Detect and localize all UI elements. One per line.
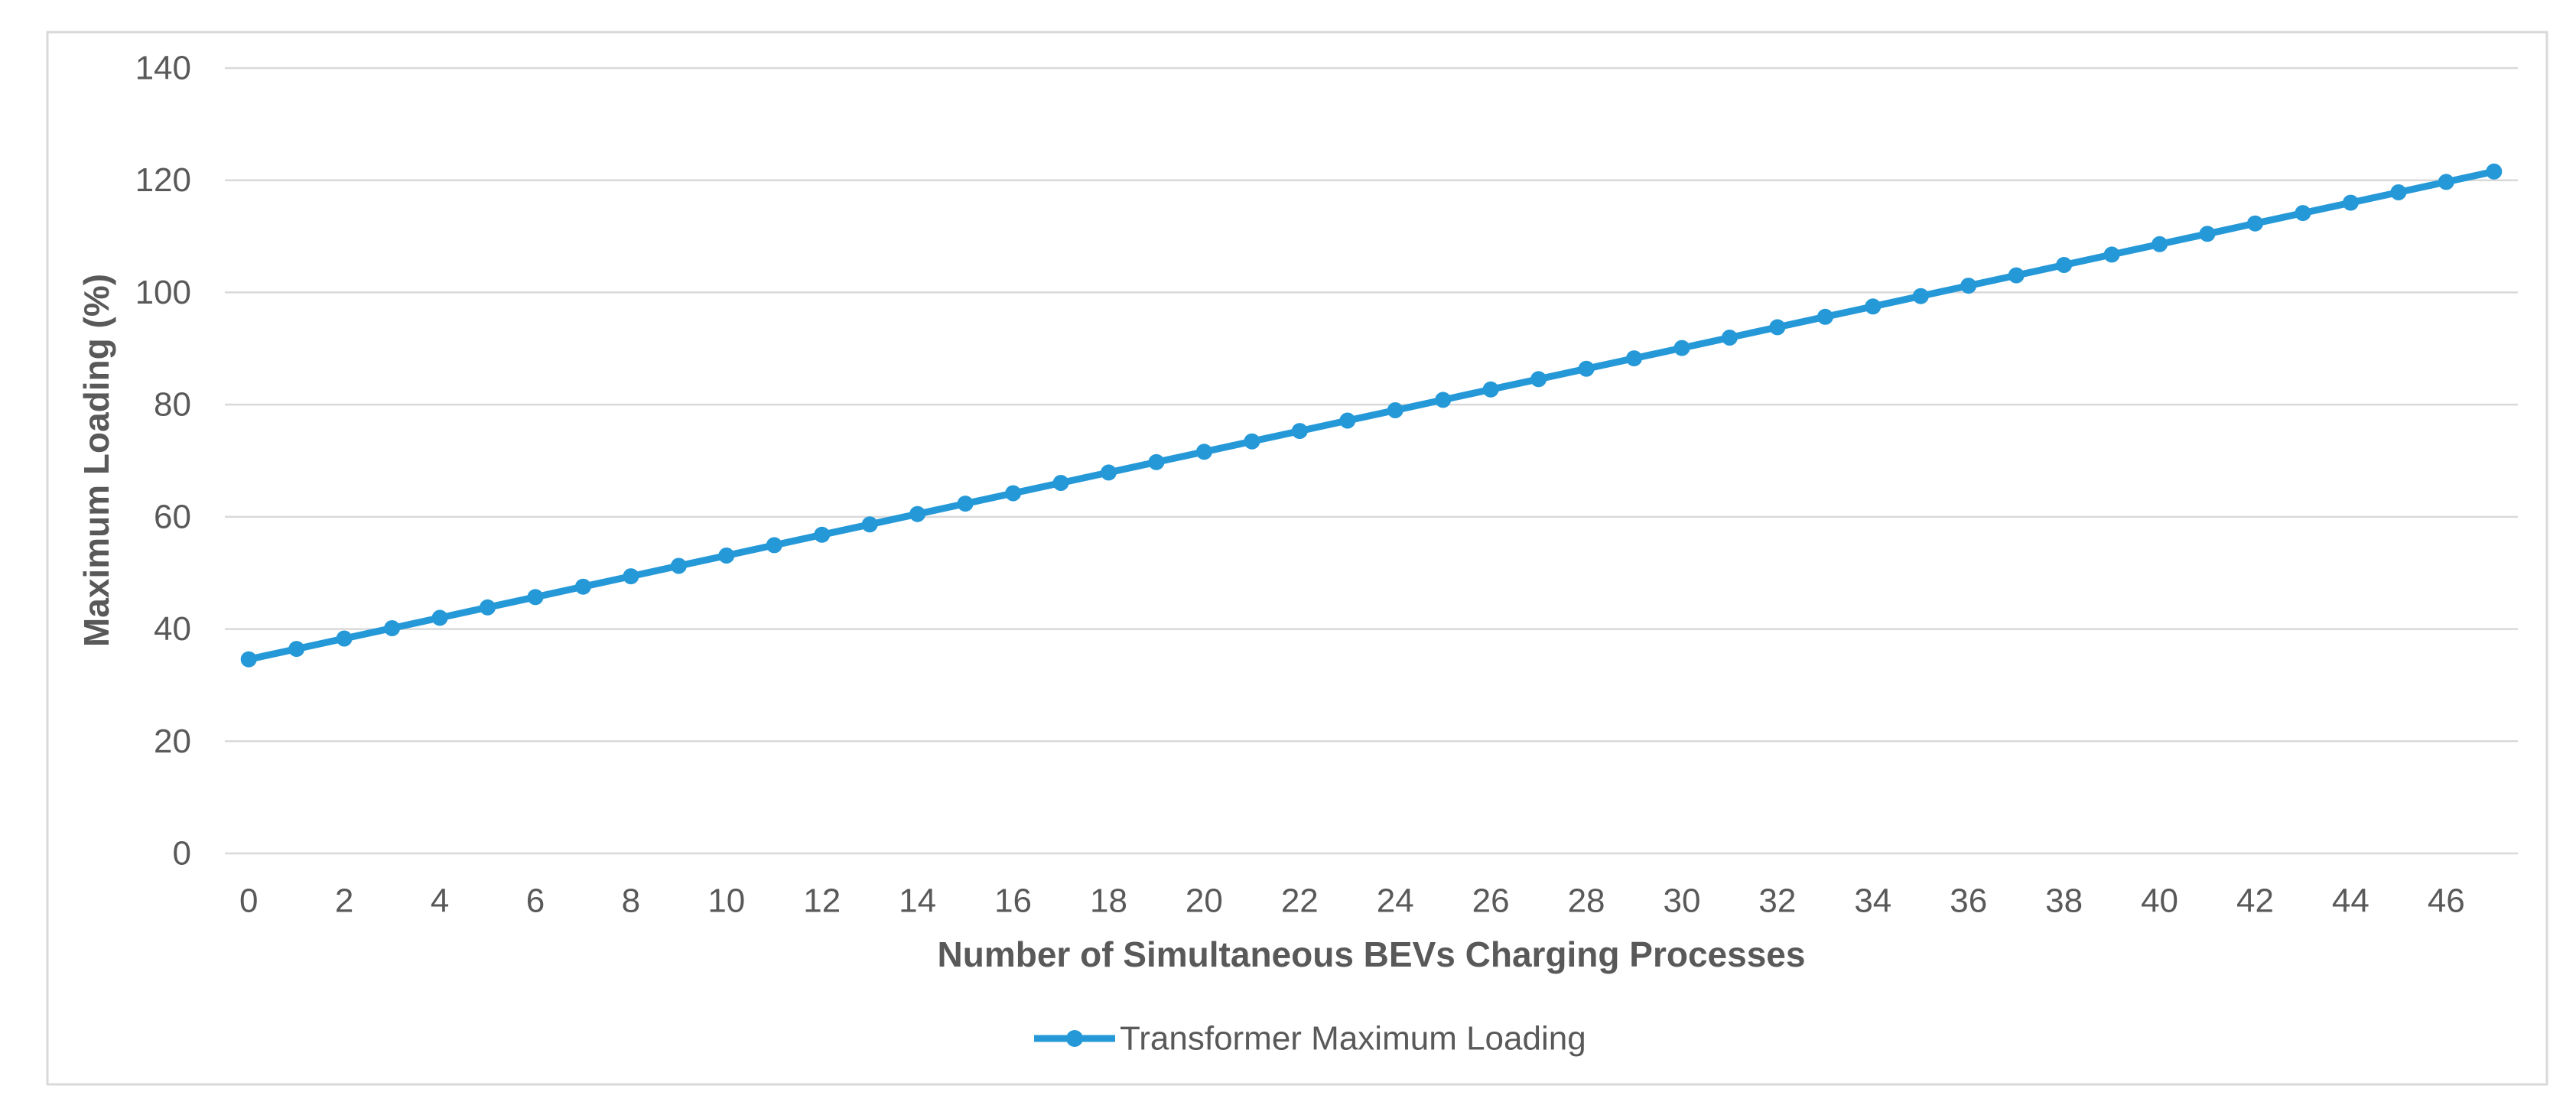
y-tick-label: 40 bbox=[154, 610, 191, 648]
y-tick-label: 140 bbox=[135, 50, 191, 87]
data-point-marker bbox=[957, 496, 974, 512]
data-point-marker bbox=[2056, 257, 2073, 273]
data-point-marker bbox=[623, 568, 639, 585]
data-point-marker bbox=[1626, 350, 1642, 367]
data-point-marker bbox=[480, 599, 496, 616]
data-point-marker bbox=[2295, 205, 2311, 222]
data-point-marker bbox=[2486, 163, 2503, 180]
data-point-marker bbox=[2438, 174, 2454, 190]
chart-area-border bbox=[46, 31, 2548, 1086]
data-point-marker bbox=[814, 526, 831, 543]
data-point-marker bbox=[1769, 319, 1786, 336]
y-tick-label: 100 bbox=[135, 274, 191, 311]
x-tick-label: 12 bbox=[803, 882, 841, 920]
data-point-marker bbox=[2247, 215, 2263, 232]
data-point-marker bbox=[2199, 226, 2216, 242]
data-point-marker bbox=[431, 609, 448, 626]
data-point-marker bbox=[1148, 453, 1165, 470]
x-tick-label: 34 bbox=[1854, 882, 1891, 920]
data-point-marker bbox=[336, 630, 353, 647]
x-tick-label: 44 bbox=[2332, 882, 2369, 920]
data-point-marker bbox=[574, 578, 591, 595]
x-tick-label: 28 bbox=[1568, 882, 1605, 920]
y-tick-label: 60 bbox=[154, 498, 191, 535]
x-tick-label: 22 bbox=[1281, 882, 1319, 920]
x-tick-label: 14 bbox=[899, 882, 936, 920]
data-point-marker bbox=[1482, 381, 1499, 398]
x-tick-label: 46 bbox=[2428, 882, 2465, 920]
data-point-marker bbox=[1721, 330, 1738, 346]
x-tick-label: 4 bbox=[431, 882, 449, 920]
x-tick-label: 10 bbox=[707, 882, 745, 920]
x-tick-label: 16 bbox=[994, 882, 1032, 920]
data-point-marker bbox=[1195, 444, 1212, 460]
data-point-marker bbox=[909, 505, 926, 522]
x-tick-label: 24 bbox=[1377, 882, 1414, 920]
y-axis-title: Maximum Loading (%) bbox=[76, 274, 116, 647]
data-point-marker bbox=[1101, 464, 1117, 481]
data-point-marker bbox=[1291, 423, 1308, 440]
series-group bbox=[240, 163, 2503, 668]
x-tick-label: 40 bbox=[2141, 882, 2178, 920]
series-line bbox=[245, 167, 2498, 663]
x-tick-label: 30 bbox=[1664, 882, 1701, 920]
x-tick-label: 18 bbox=[1090, 882, 1127, 920]
x-axis-title: Number of Simultaneous BEVs Charging Pro… bbox=[938, 934, 1806, 974]
data-point-marker bbox=[1960, 278, 1977, 294]
legend: Transformer Maximum Loading bbox=[1034, 1020, 1586, 1058]
data-point-marker bbox=[718, 548, 735, 564]
data-point-marker bbox=[861, 516, 878, 533]
x-tick-label: 38 bbox=[2045, 882, 2083, 920]
x-tick-label: 0 bbox=[239, 882, 258, 920]
data-point-marker bbox=[670, 557, 687, 574]
data-point-marker bbox=[1244, 433, 1260, 450]
data-point-marker bbox=[2103, 246, 2120, 263]
x-tick-label: 6 bbox=[526, 882, 545, 920]
data-point-marker bbox=[2152, 236, 2168, 252]
y-tick-label: 120 bbox=[135, 161, 191, 199]
x-tick-label: 8 bbox=[622, 882, 640, 920]
data-point-marker bbox=[1339, 412, 1356, 429]
x-tick-label: 32 bbox=[1758, 882, 1796, 920]
x-tick-label: 42 bbox=[2236, 882, 2274, 920]
data-point-marker bbox=[288, 641, 305, 658]
data-point-marker bbox=[1387, 402, 1403, 418]
x-tick-label: 36 bbox=[1950, 882, 1987, 920]
data-point-marker bbox=[527, 589, 544, 606]
data-point-marker bbox=[1912, 288, 1929, 304]
y-axis-tick-labels: 0 20 40 60 80 100 120 140 bbox=[135, 50, 191, 873]
data-point-marker bbox=[1673, 340, 1690, 356]
data-point-marker bbox=[1865, 298, 1882, 315]
gridlines-group bbox=[225, 67, 2518, 855]
y-tick-label: 20 bbox=[154, 723, 191, 760]
legend-label: Transformer Maximum Loading bbox=[1120, 1020, 1586, 1058]
data-point-marker bbox=[2390, 184, 2407, 200]
x-tick-label: 20 bbox=[1186, 882, 1223, 920]
data-point-marker bbox=[1578, 360, 1595, 377]
legend-marker-icon bbox=[1066, 1030, 1083, 1047]
data-point-marker bbox=[1052, 475, 1069, 491]
x-axis-tick-labels: 0 2 4 6 8 10 12 14 16 18 20 22 24 26 28 30 32 34 36 38 40 42 4… bbox=[239, 882, 2465, 920]
data-point-marker bbox=[2008, 267, 2025, 284]
y-tick-label: 0 bbox=[173, 835, 191, 873]
data-point-marker bbox=[1530, 371, 1547, 388]
data-point-marker bbox=[766, 537, 782, 554]
y-tick-label: 80 bbox=[154, 386, 191, 424]
x-tick-label: 26 bbox=[1472, 882, 1510, 920]
data-point-marker bbox=[1005, 485, 1022, 502]
data-point-marker bbox=[1435, 392, 1452, 408]
data-point-marker bbox=[240, 651, 257, 668]
x-tick-label: 2 bbox=[335, 882, 353, 920]
data-point-marker bbox=[1817, 308, 1833, 325]
data-point-marker bbox=[2342, 194, 2359, 211]
data-point-marker bbox=[384, 620, 401, 636]
